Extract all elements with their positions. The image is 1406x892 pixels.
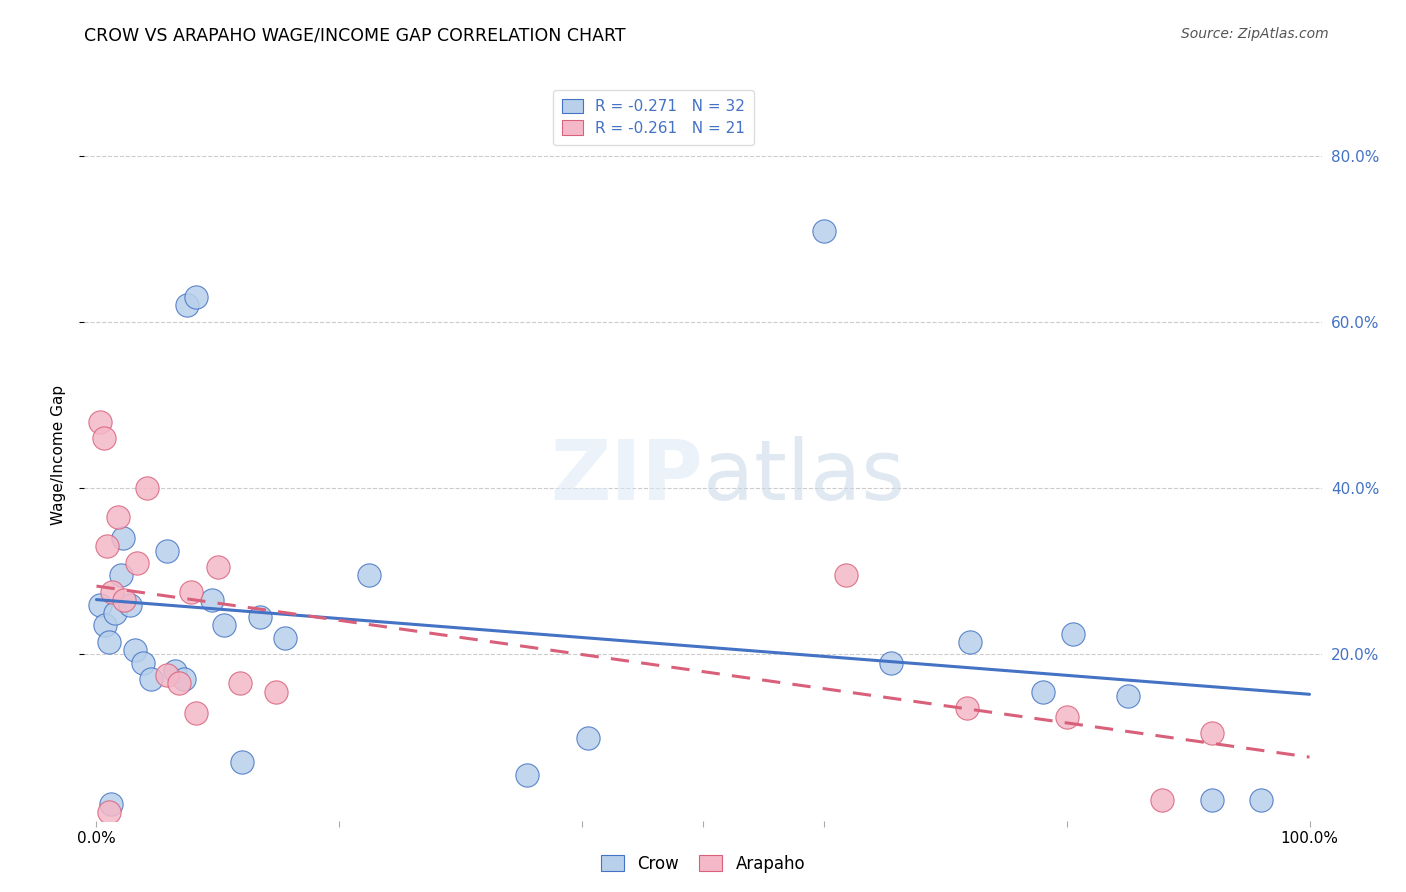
Point (173, 673, 195, 687)
Point (176, 298, 198, 312)
Point (107, 510, 129, 524)
Point (207, 560, 229, 574)
Point (93, 431, 115, 445)
Text: ZIP: ZIP (551, 436, 703, 517)
Point (880, 656, 903, 670)
Point (120, 598, 142, 612)
Legend: R = -0.271   N = 32, R = -0.261   N = 21: R = -0.271 N = 32, R = -0.261 N = 21 (553, 89, 755, 145)
Point (124, 643, 146, 657)
Point (1056, 710, 1078, 724)
Point (131, 656, 153, 670)
Point (165, 664, 187, 678)
Point (97, 635, 120, 649)
Point (1062, 626, 1084, 640)
Point (1032, 685, 1054, 699)
Point (1150, 793, 1173, 807)
Point (231, 756, 253, 770)
Point (1116, 689, 1139, 703)
Point (1201, 793, 1223, 807)
Point (959, 635, 981, 649)
Text: atlas: atlas (703, 436, 904, 517)
Point (835, 568, 858, 582)
Legend: Crow, Arapaho: Crow, Arapaho (593, 848, 813, 880)
Point (104, 606, 127, 620)
Point (125, 556, 148, 570)
Point (94, 618, 117, 632)
Point (101, 585, 124, 599)
Point (156, 668, 179, 682)
Point (956, 701, 979, 715)
Point (97, 805, 120, 820)
Point (184, 290, 207, 304)
Point (212, 618, 235, 632)
Point (184, 706, 207, 720)
Point (180, 585, 202, 599)
Point (167, 676, 190, 690)
Point (112, 531, 135, 545)
Point (813, 223, 835, 237)
Point (1201, 726, 1223, 740)
Point (136, 481, 159, 495)
Point (139, 673, 162, 687)
Point (96, 539, 118, 553)
Point (89, 415, 111, 429)
Point (228, 676, 250, 690)
Point (100, 797, 122, 811)
Point (359, 568, 381, 582)
Point (110, 568, 132, 582)
Point (576, 731, 599, 745)
Point (112, 593, 135, 607)
Point (264, 685, 287, 699)
Text: CROW VS ARAPAHO WAGE/INCOME GAP CORRELATION CHART: CROW VS ARAPAHO WAGE/INCOME GAP CORRELAT… (84, 27, 626, 45)
Point (156, 543, 179, 558)
Y-axis label: Wage/Income Gap: Wage/Income Gap (51, 384, 66, 525)
Point (201, 593, 224, 607)
Point (516, 768, 538, 782)
Point (1250, 793, 1272, 807)
Text: Source: ZipAtlas.com: Source: ZipAtlas.com (1181, 27, 1329, 41)
Point (273, 631, 295, 645)
Point (249, 610, 271, 624)
Point (89, 598, 111, 612)
